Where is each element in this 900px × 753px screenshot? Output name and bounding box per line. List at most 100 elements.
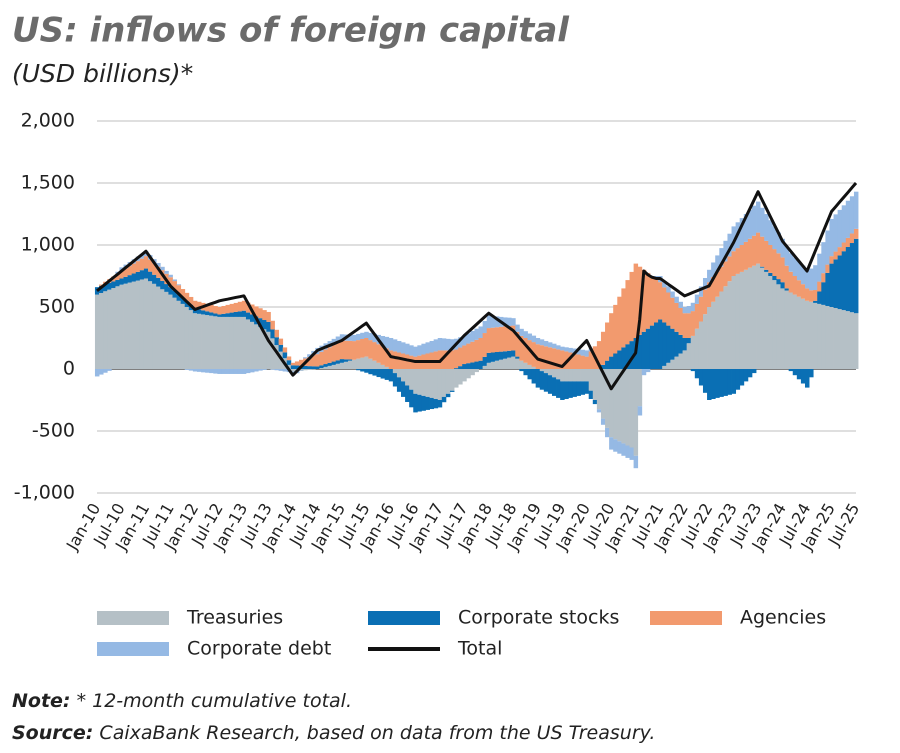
bar-segment bbox=[800, 284, 806, 299]
bar-segment bbox=[303, 365, 308, 369]
bar-segment bbox=[511, 350, 516, 357]
bar-segment bbox=[641, 269, 647, 332]
bar-segment bbox=[800, 298, 806, 369]
bar-segment bbox=[747, 238, 753, 268]
bar-segment bbox=[596, 369, 602, 410]
bar-segment bbox=[788, 369, 794, 372]
bar-segment bbox=[609, 313, 614, 357]
bar-segment bbox=[515, 356, 520, 359]
bar-segment bbox=[841, 310, 847, 369]
bar-segment bbox=[258, 308, 263, 319]
bar-segment bbox=[233, 316, 239, 369]
bar-segment bbox=[454, 369, 459, 388]
bar-segment bbox=[99, 369, 104, 375]
bar-segment bbox=[804, 288, 810, 301]
bar-segment bbox=[678, 301, 683, 308]
bar-segment bbox=[739, 245, 745, 272]
bar-segment bbox=[596, 409, 602, 413]
bar-segment bbox=[470, 330, 475, 342]
bar-segment bbox=[388, 350, 394, 369]
bar-segment bbox=[184, 369, 190, 370]
bar-segment bbox=[641, 369, 647, 376]
bar-segment bbox=[735, 273, 741, 369]
bar-segment bbox=[245, 302, 251, 313]
bar-segment bbox=[233, 369, 239, 374]
bar-segment bbox=[143, 268, 149, 279]
bar-segment bbox=[670, 359, 675, 369]
bar-segment bbox=[849, 196, 855, 234]
bar-segment bbox=[221, 369, 226, 374]
bar-segment bbox=[613, 369, 618, 440]
bar-segment bbox=[592, 369, 598, 400]
bar-segment bbox=[196, 369, 202, 372]
bar-segment bbox=[262, 320, 267, 330]
bar-segment bbox=[788, 271, 794, 293]
bar-segment bbox=[788, 292, 794, 369]
bar-segment bbox=[148, 259, 153, 272]
bar-segment bbox=[323, 364, 328, 367]
bar-segment bbox=[637, 334, 643, 369]
bar-segment bbox=[421, 369, 426, 396]
bar-segment bbox=[209, 304, 214, 313]
bar-segment bbox=[560, 381, 565, 400]
bar-segment bbox=[756, 263, 761, 369]
bar-segment bbox=[751, 369, 757, 374]
bar-segment bbox=[217, 316, 222, 369]
bar-segment bbox=[115, 286, 120, 369]
bar-segment bbox=[115, 279, 120, 287]
bar-segment bbox=[107, 282, 112, 290]
bar-segment bbox=[625, 280, 630, 345]
bar-segment bbox=[352, 341, 357, 360]
bar-segment bbox=[853, 313, 859, 369]
bar-segment bbox=[568, 369, 573, 382]
bar-segment bbox=[262, 329, 267, 369]
bar-segment bbox=[388, 369, 394, 382]
bar-segment bbox=[584, 350, 590, 357]
bar-segment bbox=[372, 360, 377, 369]
bar-segment bbox=[347, 340, 353, 360]
bar-segment bbox=[747, 267, 753, 369]
bar-segment bbox=[780, 282, 785, 289]
bar-segment bbox=[825, 306, 830, 369]
bar-segment bbox=[282, 352, 288, 359]
bar-segment bbox=[160, 289, 165, 369]
bar-segment bbox=[445, 338, 451, 351]
bar-segment bbox=[486, 328, 492, 353]
bar-segment bbox=[809, 290, 814, 302]
bar-segment bbox=[196, 309, 202, 314]
bar-segment bbox=[519, 335, 524, 361]
bar-segment bbox=[694, 303, 700, 329]
bar-segment bbox=[343, 361, 349, 369]
bar-segment bbox=[131, 263, 137, 274]
bar-segment bbox=[380, 364, 386, 369]
bar-segment bbox=[739, 218, 745, 245]
bar-segment bbox=[135, 280, 141, 369]
bar-segment bbox=[564, 347, 569, 352]
bar-segment bbox=[168, 287, 173, 295]
bar-segment bbox=[731, 251, 737, 276]
bar-segment bbox=[796, 296, 802, 369]
bar-segment bbox=[254, 324, 259, 369]
bar-segment bbox=[645, 272, 651, 329]
bar-segment bbox=[437, 400, 443, 408]
note-text: * 12-month cumulative total. bbox=[71, 690, 352, 712]
bar-segment bbox=[539, 339, 545, 346]
bar-segment bbox=[99, 284, 104, 286]
bar-segment bbox=[568, 347, 573, 353]
bar-segment bbox=[535, 344, 541, 369]
bar-segment bbox=[417, 369, 422, 395]
bar-segment bbox=[719, 291, 724, 369]
bar-segment bbox=[478, 326, 484, 338]
bar-segment bbox=[237, 311, 243, 317]
bar-segment bbox=[768, 276, 773, 369]
bar-segment bbox=[629, 271, 635, 342]
bar-segment bbox=[649, 325, 655, 369]
bar-segment bbox=[417, 345, 422, 356]
source-label: Source: bbox=[12, 722, 93, 744]
bar-segment bbox=[682, 350, 688, 369]
bar-segment bbox=[698, 321, 704, 369]
bar-segment bbox=[751, 205, 757, 236]
bar-segment bbox=[686, 338, 692, 344]
y-tick-label: 500 bbox=[39, 296, 75, 318]
bar-segment bbox=[213, 369, 218, 374]
